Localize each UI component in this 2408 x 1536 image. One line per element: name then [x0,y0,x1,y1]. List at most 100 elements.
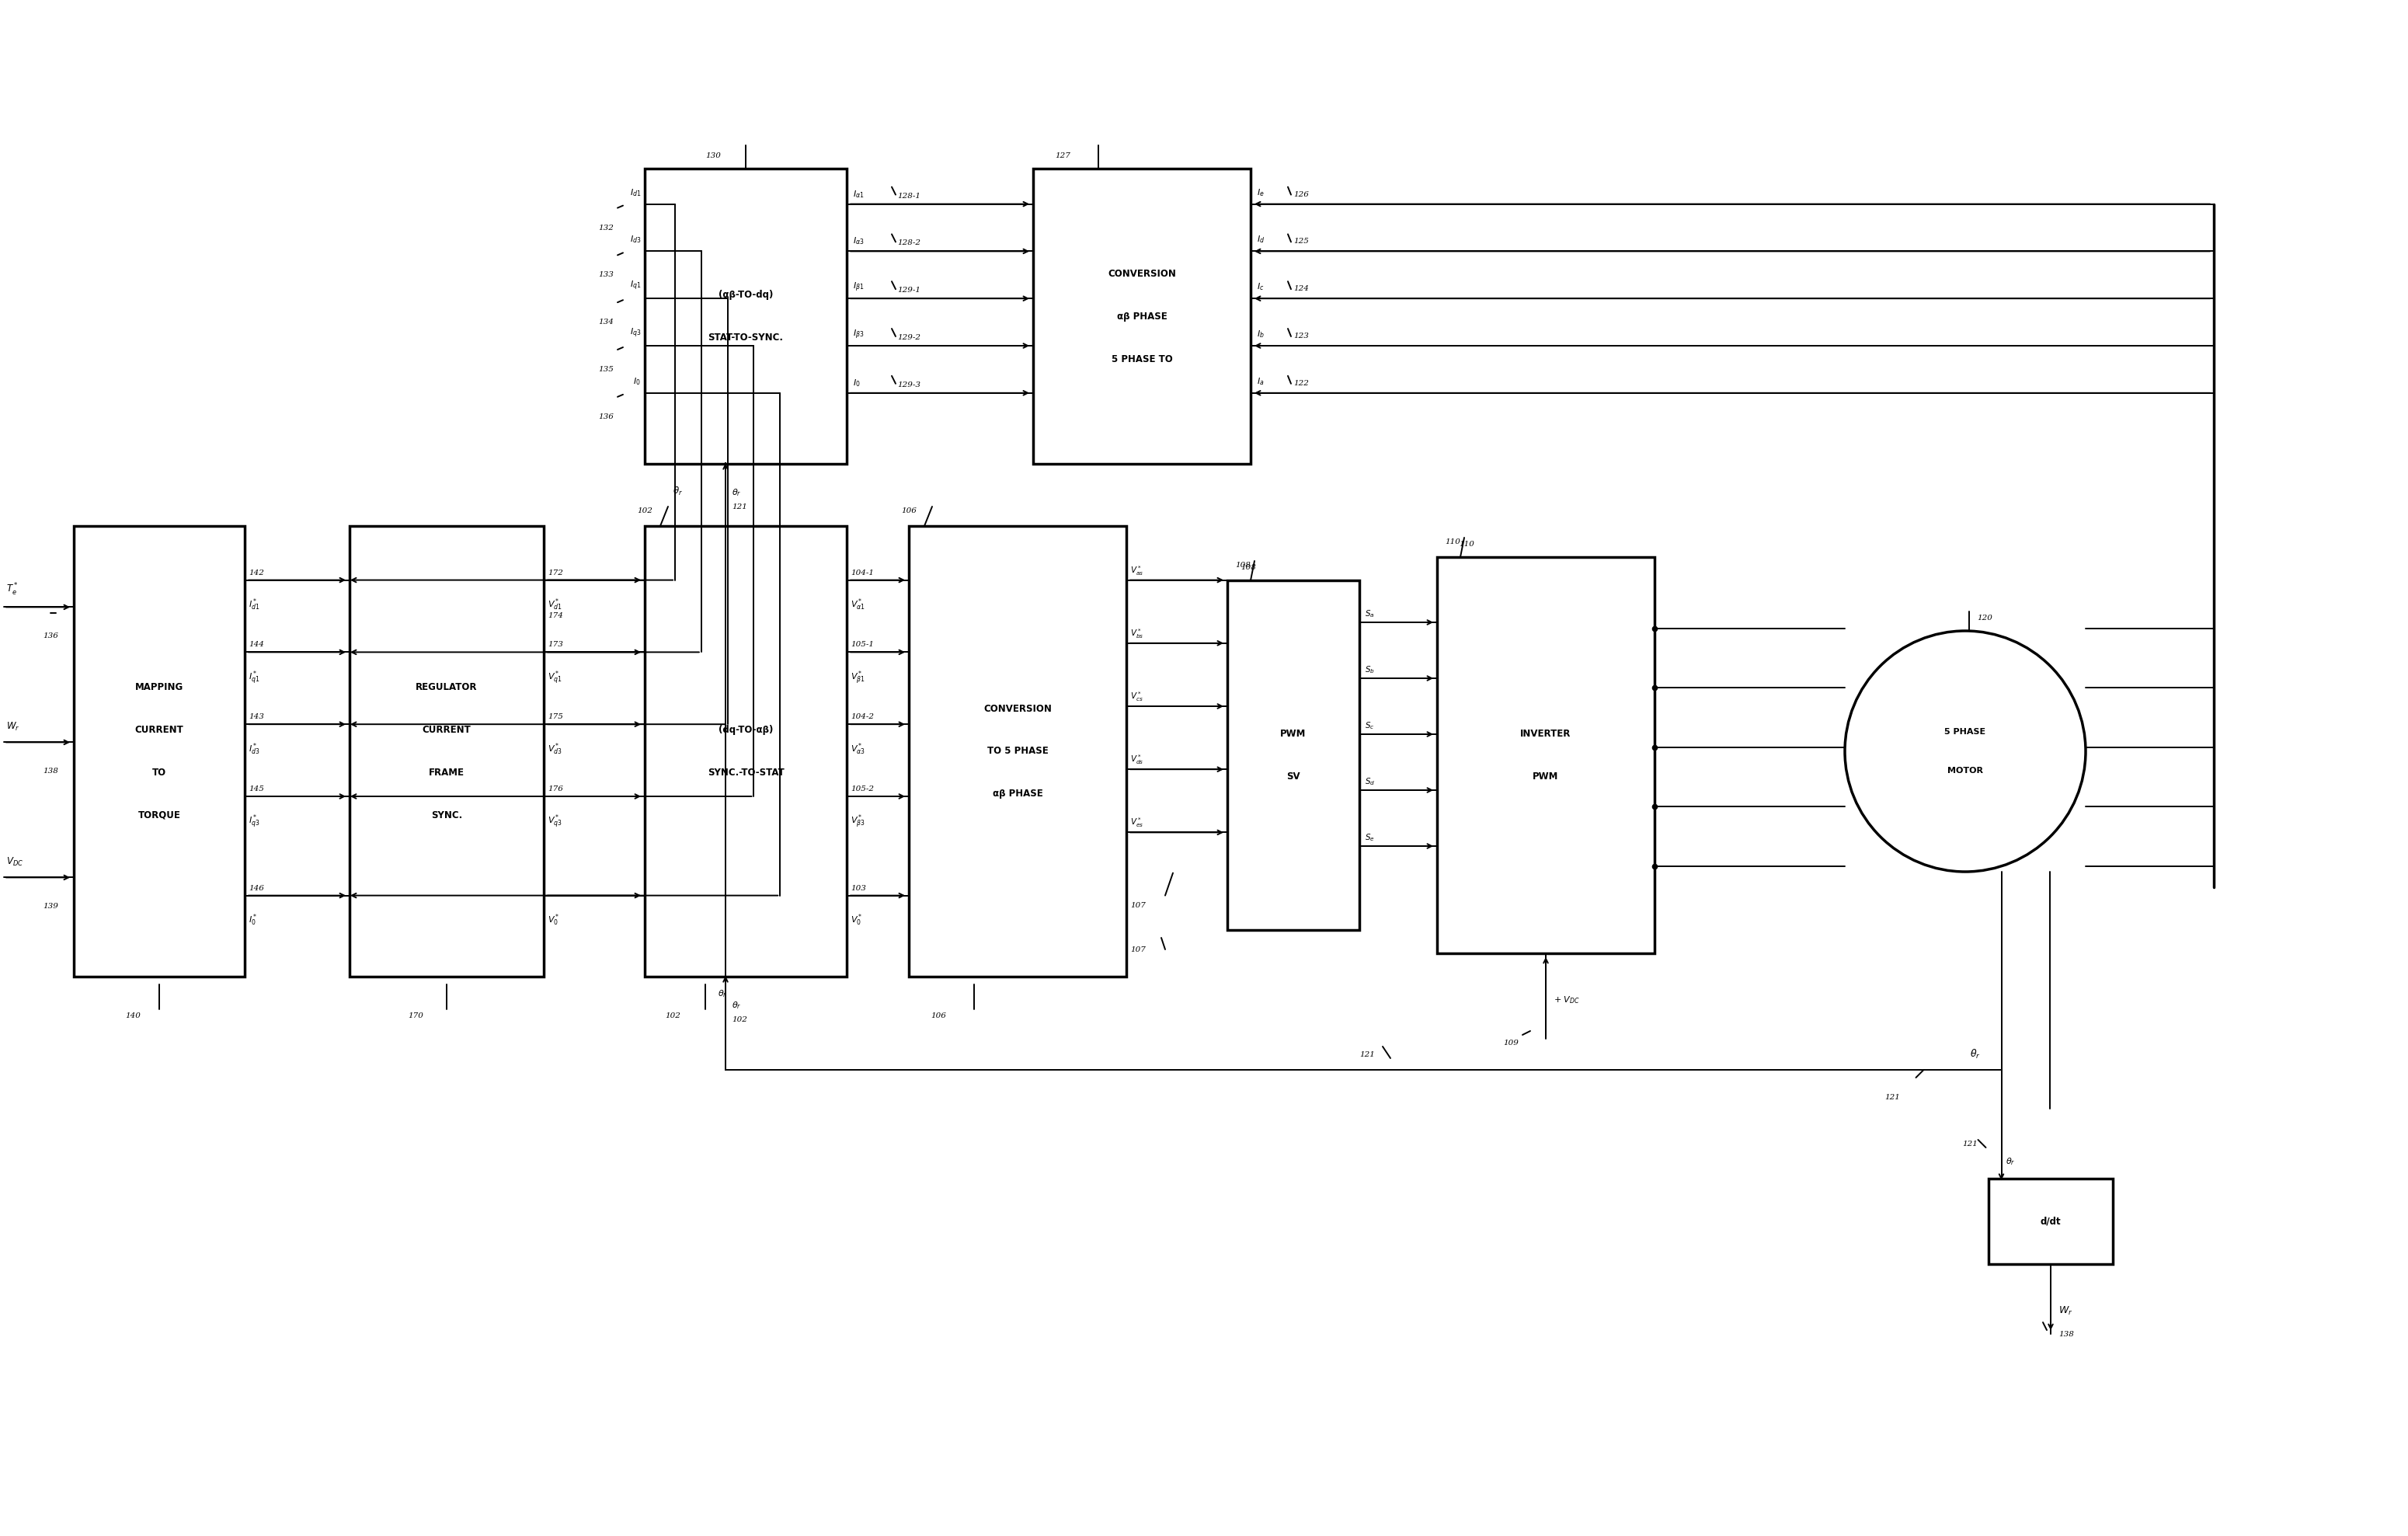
Text: 128-2: 128-2 [898,240,920,247]
Text: 106: 106 [929,1012,946,1020]
Text: $W_r$: $W_r$ [7,722,19,733]
Text: $I_{d3}$: $I_{d3}$ [628,235,641,246]
Text: $V^*_{q3}$: $V^*_{q3}$ [547,814,561,831]
Bar [1989,1178,2112,1264]
Text: $V^*_{bs}$: $V^*_{bs}$ [1129,627,1144,641]
Text: 143: 143 [248,713,265,720]
Text: $V^*_{d1}$: $V^*_{d1}$ [547,598,561,613]
Bar [75,525,246,977]
Text: 110: 110 [1445,539,1459,545]
Text: $I_e$: $I_e$ [1257,187,1264,198]
Text: $V^*_{d3}$: $V^*_{d3}$ [547,742,561,757]
Text: $S_a$: $S_a$ [1365,608,1375,619]
Text: FRAME: FRAME [429,768,465,777]
Text: 173: 173 [547,642,563,648]
Text: 133: 133 [597,272,614,278]
Text: $S_c$: $S_c$ [1365,720,1375,731]
Text: $+\ V_{DC}$: $+\ V_{DC}$ [1553,994,1580,1005]
Text: 102: 102 [638,507,653,515]
Text: 121: 121 [1885,1094,1900,1101]
Text: $I_{\alpha1}$: $I_{\alpha1}$ [852,189,864,200]
Text: 5 PHASE: 5 PHASE [1946,728,1987,736]
Text: (dq-TO-αβ): (dq-TO-αβ) [718,725,773,736]
Text: 121: 121 [732,504,746,510]
Text: TO 5 PHASE: TO 5 PHASE [987,746,1047,756]
Text: 146: 146 [248,885,265,891]
Text: 110: 110 [1459,541,1474,548]
Text: $\theta_r$: $\theta_r$ [672,485,684,498]
Text: 107: 107 [1129,946,1146,954]
Text: $V^*_{es}$: $V^*_{es}$ [1129,816,1144,829]
Bar [908,525,1127,977]
Text: 102: 102 [732,1017,746,1023]
Text: PWM: PWM [1281,728,1305,739]
Bar [1033,169,1250,464]
Text: 140: 140 [125,1012,140,1020]
Bar [645,169,848,464]
Text: 125: 125 [1293,238,1310,246]
Text: $W_r$: $W_r$ [2059,1304,2073,1316]
Text: 121: 121 [1361,1051,1375,1058]
Text: 123: 123 [1293,332,1310,339]
Text: $\theta_r$: $\theta_r$ [732,1000,742,1011]
Text: $I_0$: $I_0$ [852,378,860,389]
Bar [645,525,848,977]
Bar [1438,558,1654,954]
Text: 5 PHASE TO: 5 PHASE TO [1110,353,1173,364]
Text: REGULATOR: REGULATOR [417,682,477,693]
Text: 126: 126 [1293,190,1310,198]
Text: 175: 175 [547,713,563,720]
Text: 170: 170 [407,1012,424,1020]
Text: PWM: PWM [1534,771,1558,782]
Text: 124: 124 [1293,286,1310,292]
Text: SV: SV [1286,771,1300,782]
Text: 142: 142 [248,570,265,576]
Text: $S_b$: $S_b$ [1365,665,1375,676]
Text: 109: 109 [1503,1040,1519,1046]
Text: 127: 127 [1055,152,1069,160]
Text: 135: 135 [597,366,614,373]
Text: 138: 138 [43,768,58,776]
Text: TO: TO [152,768,166,777]
Text: 174: 174 [547,611,563,619]
Text: $V^*_{cs}$: $V^*_{cs}$ [1129,690,1144,703]
Text: $I^*_0$: $I^*_0$ [248,912,258,928]
Text: 172: 172 [547,570,563,576]
Text: 108: 108 [1240,564,1257,571]
Text: $\theta_r$: $\theta_r$ [718,988,727,998]
Text: d/dt: d/dt [2040,1217,2061,1226]
Text: 144: 144 [248,642,265,648]
Text: MAPPING: MAPPING [135,682,183,693]
Text: $I_{q3}$: $I_{q3}$ [628,327,641,339]
Text: INVERTER: INVERTER [1519,728,1570,739]
Text: $I_a$: $I_a$ [1257,376,1264,387]
Text: TORQUE: TORQUE [137,811,181,820]
Text: 176: 176 [547,785,563,793]
Text: $I_{\beta3}$: $I_{\beta3}$ [852,329,864,341]
Text: $T^*_e$: $T^*_e$ [7,582,19,598]
Text: 102: 102 [665,1012,681,1020]
Text: STAT-TO-SYNC.: STAT-TO-SYNC. [708,332,783,343]
Text: 103: 103 [850,885,867,891]
Text: 104-2: 104-2 [850,713,874,720]
Text: αβ PHASE: αβ PHASE [1117,312,1168,321]
Text: $V^*_{as}$: $V^*_{as}$ [1129,564,1144,578]
Text: 120: 120 [1977,614,1991,622]
Text: (αβ-TO-dq): (αβ-TO-dq) [718,290,773,300]
Text: SYNC.: SYNC. [431,811,462,820]
Text: MOTOR: MOTOR [1948,766,1984,774]
Text: 130: 130 [706,152,720,160]
Text: 122: 122 [1293,379,1310,387]
Text: $I_{\beta1}$: $I_{\beta1}$ [852,281,864,293]
Text: $I_{d1}$: $I_{d1}$ [628,187,641,198]
Text: 145: 145 [248,785,265,793]
Text: 129-3: 129-3 [898,381,920,389]
Text: $V^*_0$: $V^*_0$ [547,912,559,928]
Text: 105-2: 105-2 [850,785,874,793]
Text: $S_e$: $S_e$ [1365,833,1375,843]
Text: CURRENT: CURRENT [135,725,183,736]
Text: $V_{DC}$: $V_{DC}$ [7,857,24,868]
Text: $V^*_{\beta3}$: $V^*_{\beta3}$ [850,814,864,831]
Text: $I_b$: $I_b$ [1257,329,1264,339]
Text: CONVERSION: CONVERSION [982,703,1052,714]
